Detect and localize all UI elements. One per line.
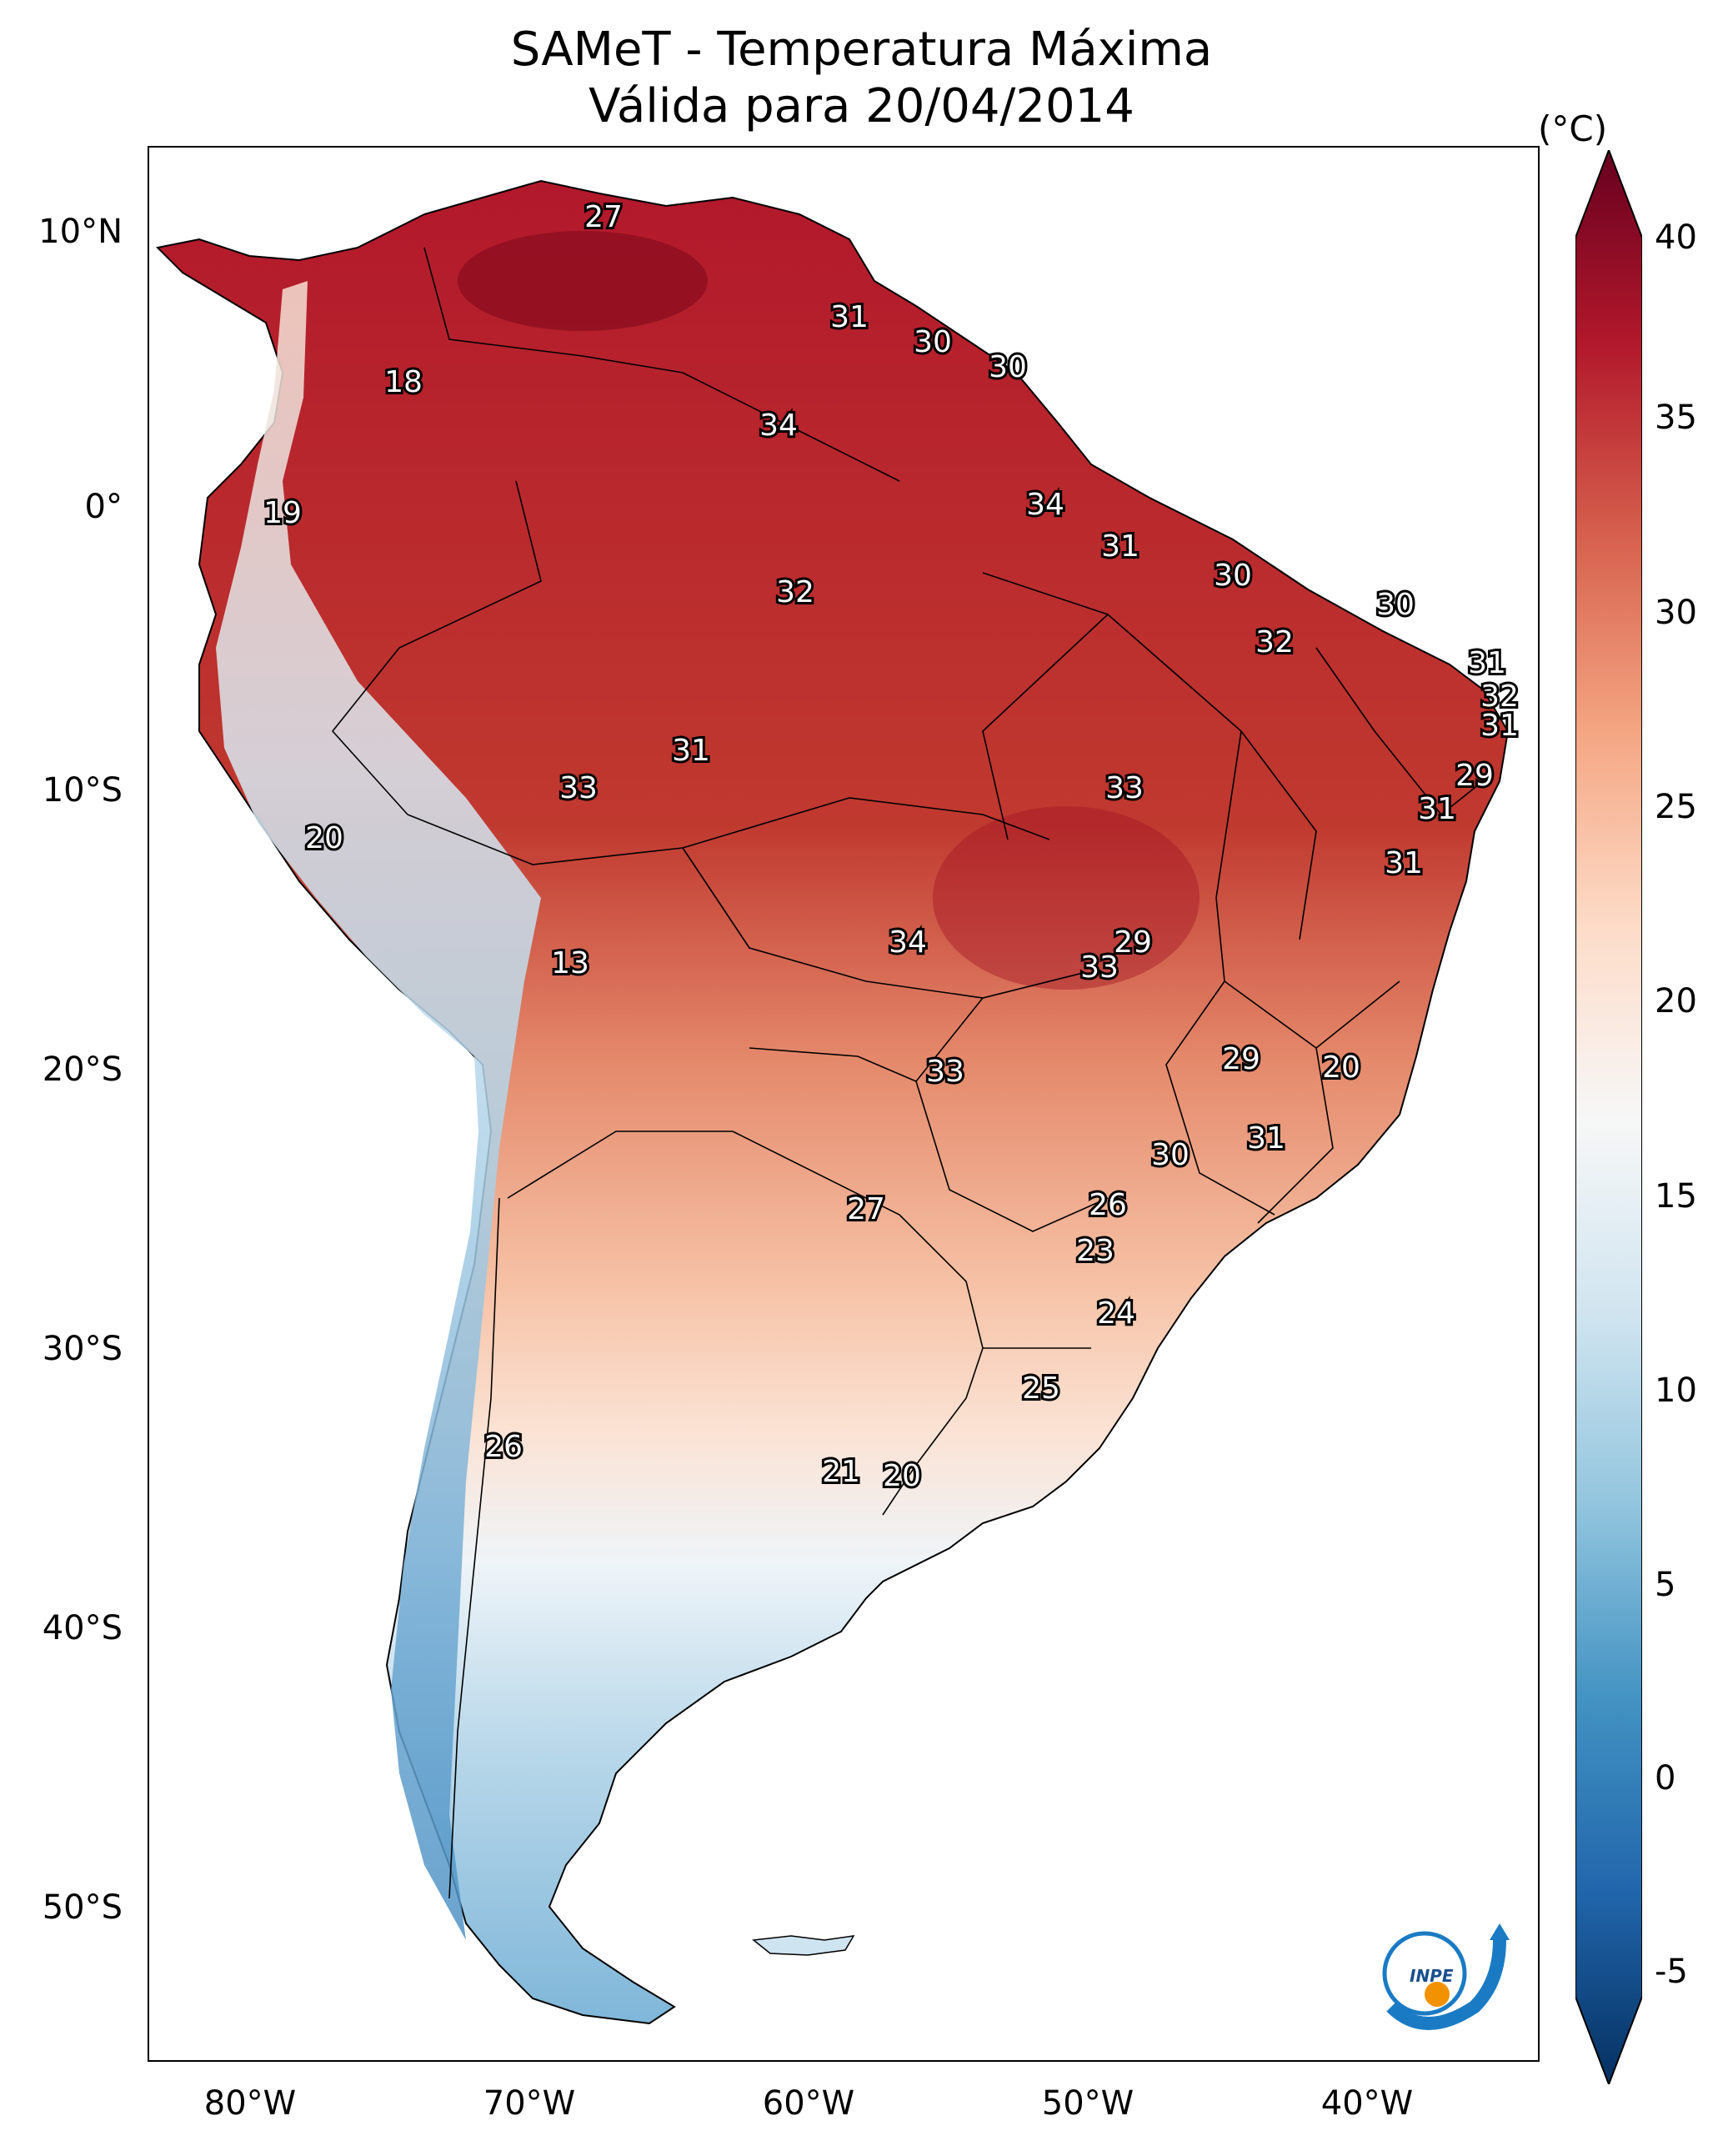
temp-label: 30 xyxy=(1151,1138,1190,1172)
colorbar-tick: 5 xyxy=(1655,1566,1676,1604)
colorbar-tick: 30 xyxy=(1655,594,1697,632)
hot-core-central xyxy=(933,806,1200,990)
inpe-logo-text: INPE xyxy=(1410,1966,1454,1986)
temp-label: 20 xyxy=(305,821,343,855)
continent-shape xyxy=(155,179,1510,2025)
temp-label: 33 xyxy=(926,1055,964,1089)
temp-label: 13 xyxy=(551,946,589,980)
temp-label: 33 xyxy=(559,771,598,805)
temp-label: 34 xyxy=(759,409,798,443)
temp-label: 26 xyxy=(484,1430,523,1464)
temp-label: 32 xyxy=(1255,625,1294,659)
temp-label: 21 xyxy=(822,1455,860,1489)
south-america-map: 27 31 30 30 18 34 34 19 31 30 30 32 32 3… xyxy=(155,179,1521,2030)
colorbar-tick: -5 xyxy=(1655,1953,1688,1991)
temp-label: 26 xyxy=(1089,1188,1127,1222)
temp-label: 30 xyxy=(989,350,1027,384)
temp-label: 31 xyxy=(1418,792,1456,826)
falkland-islands xyxy=(752,1935,855,1956)
temp-label: 31 xyxy=(1385,846,1423,880)
lon-label: 60°W xyxy=(762,2084,855,2123)
lon-label: 70°W xyxy=(483,2084,576,2123)
colorbar-tick: 40 xyxy=(1655,218,1697,257)
temp-label: 27 xyxy=(847,1192,885,1226)
temp-label: 24 xyxy=(1097,1296,1135,1331)
colorbar-tick: 0 xyxy=(1655,1759,1676,1798)
temp-label: 29 xyxy=(1222,1042,1260,1076)
temp-label: 31 xyxy=(1101,529,1139,564)
temp-label: 30 xyxy=(914,325,952,359)
temp-label: 33 xyxy=(1080,950,1119,985)
colorbar-unit: (°C) xyxy=(1538,108,1608,149)
colorbar-body xyxy=(1575,150,1642,2084)
temp-label: 18 xyxy=(384,365,423,399)
temp-label: 32 xyxy=(776,575,814,609)
colorbar-tick: 35 xyxy=(1655,399,1697,437)
andes-cold-band xyxy=(216,281,541,1940)
temp-label: 31 xyxy=(1247,1121,1285,1156)
lat-label: 40°S xyxy=(42,1609,123,1647)
hot-core-north xyxy=(458,231,708,331)
lat-label: 10°S xyxy=(42,771,123,810)
temp-label: 20 xyxy=(883,1459,921,1493)
temp-label: 31 xyxy=(1468,646,1506,680)
temp-label: 20 xyxy=(1322,1050,1360,1085)
lon-label: 50°W xyxy=(1041,2084,1134,2123)
temp-label: 34 xyxy=(889,925,927,960)
colorbar-tick: 20 xyxy=(1655,982,1697,1020)
temp-label: 34 xyxy=(1026,488,1064,522)
temperature-labels: 27 31 30 30 18 34 34 19 31 30 30 32 32 3… xyxy=(261,198,1521,1496)
temp-label: 25 xyxy=(1022,1371,1060,1406)
temp-label: 30 xyxy=(1214,559,1252,593)
colorbar xyxy=(1575,150,1642,2084)
lat-label: 10°N xyxy=(38,213,123,251)
lat-label: 50°S xyxy=(42,1888,123,1927)
lat-label: 30°S xyxy=(42,1330,123,1368)
lon-label: 40°W xyxy=(1320,2084,1414,2123)
temp-label: 19 xyxy=(263,496,302,530)
temp-label: 29 xyxy=(1114,925,1152,960)
temp-label: 31 xyxy=(830,300,869,334)
inpe-logo: INPE xyxy=(1382,1923,1510,2030)
colorbar-tick: 10 xyxy=(1655,1371,1697,1410)
map-subtitle: Válida para 20/04/2014 xyxy=(589,79,1134,133)
lat-label: 20°S xyxy=(42,1050,123,1089)
lat-label: 0° xyxy=(84,488,123,526)
temp-label: 29 xyxy=(1455,759,1494,793)
colorbar-tick: 25 xyxy=(1655,788,1697,826)
temp-label: 31 xyxy=(1480,709,1519,743)
country-borders xyxy=(331,247,1484,1899)
colorbar-tick: 15 xyxy=(1655,1177,1697,1216)
lon-label: 80°W xyxy=(203,2084,297,2123)
map-frame: 27 31 30 30 18 34 34 19 31 30 30 32 32 3… xyxy=(148,146,1540,2062)
temp-label: 30 xyxy=(1376,588,1415,622)
temp-label: 31 xyxy=(672,734,710,768)
temp-label: 33 xyxy=(1105,771,1144,805)
temp-label: 23 xyxy=(1076,1234,1114,1268)
temp-label: 32 xyxy=(1480,679,1519,714)
map-title: SAMeT - Temperatura Máxima xyxy=(510,23,1213,77)
temp-label: 27 xyxy=(584,200,623,234)
